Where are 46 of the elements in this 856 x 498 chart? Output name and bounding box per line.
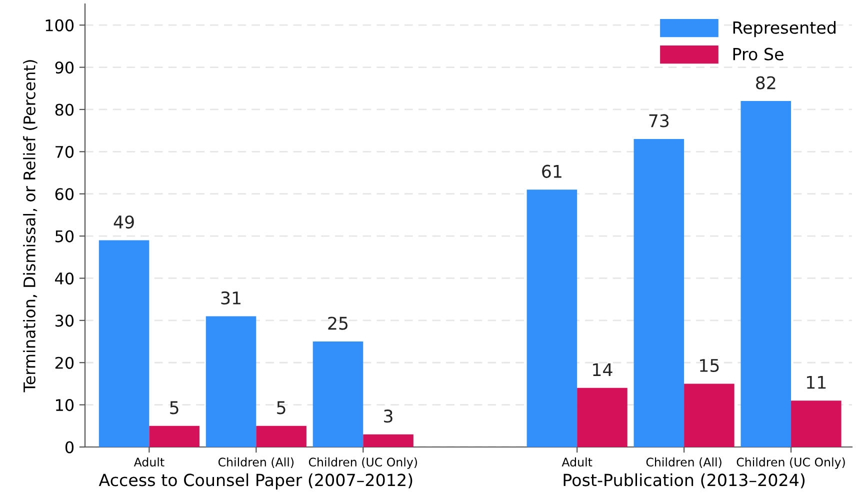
data-label: 49 (114, 215, 134, 229)
y-tick-label: 100 (46, 19, 74, 32)
y-tick-label: 60 (55, 188, 74, 200)
data-label: 25 (328, 316, 348, 330)
bar (577, 388, 628, 447)
y-tick-label: 30 (55, 314, 74, 327)
bar (526, 190, 578, 447)
y-tick-label: 80 (55, 104, 74, 116)
data-label: 5 (170, 401, 178, 414)
data-label: 31 (221, 291, 240, 305)
y-tick-label: 50 (55, 230, 74, 242)
x-tick-label: Adult (134, 457, 164, 467)
x-tick-label: Children (UC Only) (736, 457, 845, 469)
y-tick-label: 0 (65, 441, 74, 454)
bar (149, 426, 200, 447)
bar (791, 400, 842, 447)
data-label: 11 (807, 376, 826, 389)
legend-label: Represented (733, 21, 836, 38)
x-tick-label: Adult (562, 457, 592, 467)
data-label: 3 (384, 410, 392, 423)
bar (363, 434, 414, 447)
bar (206, 316, 256, 447)
data-label: 61 (542, 164, 562, 178)
data-label: 15 (700, 359, 719, 372)
y-tick-label: 70 (56, 146, 74, 158)
text: Post-Publication (2013–2024) (564, 473, 805, 488)
text: Access to Counsel Paper (2007–2012) (98, 473, 412, 490)
bar (684, 384, 734, 447)
data-label: 14 (593, 363, 612, 376)
x-tick-label: Children (UC Only) (308, 457, 417, 469)
y-tick-label: 90 (55, 62, 74, 74)
legend-label: Pro Se (733, 48, 784, 60)
data-label: 5 (277, 401, 286, 414)
data-label: 82 (756, 76, 776, 90)
bar (312, 342, 364, 447)
y-tick-label: 20 (55, 356, 74, 369)
bar (740, 101, 792, 447)
y-axis-title: Termination, Dismissal, or Relief (Percent) (23, 60, 38, 392)
data-label: 73 (649, 114, 669, 128)
bar (256, 426, 306, 447)
y-tick-label: 10 (56, 399, 74, 412)
y-tick-label: 40 (55, 272, 74, 285)
x-tick-label: Children (All) (646, 457, 722, 468)
x-tick-label: Children (All) (218, 457, 294, 468)
bar (634, 139, 684, 447)
bar (98, 240, 150, 447)
